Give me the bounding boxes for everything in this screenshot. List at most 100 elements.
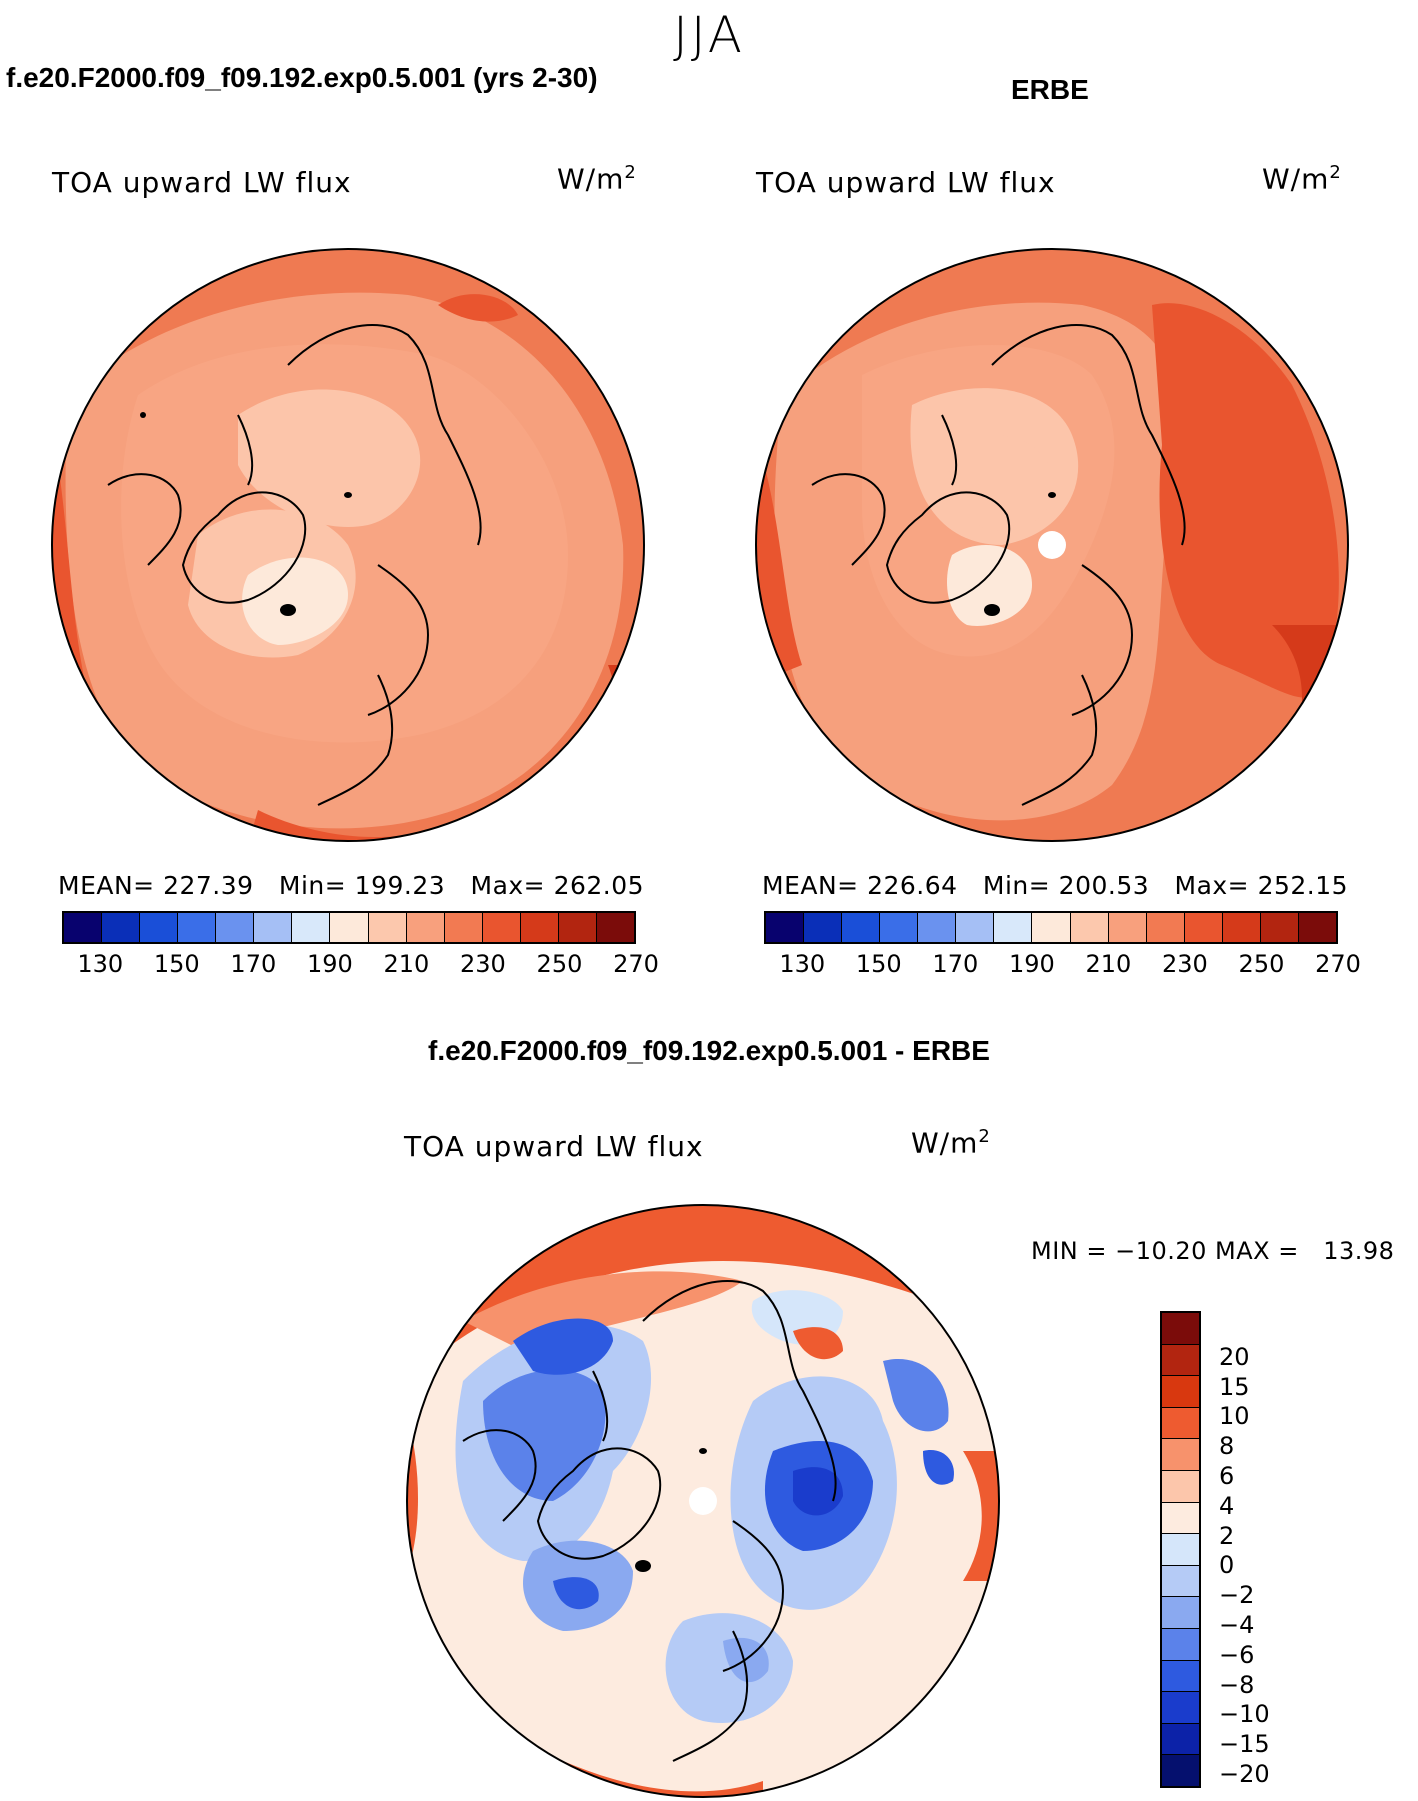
obs-colorbar-swatch	[918, 913, 957, 942]
diff-colorbar-tick-label: 20	[1219, 1342, 1250, 1371]
model-colorbar-tick-label: 150	[153, 950, 200, 978]
obs-units-label: W/m2	[1262, 162, 1342, 196]
obs-colorbar-swatch	[1222, 913, 1261, 942]
diff-colorbar-swatch	[1162, 1439, 1199, 1471]
obs-colorbar-tick-label: 150	[855, 950, 902, 978]
model-mean-value: 227.39	[163, 871, 254, 900]
model-panel-title: f.e20.F2000.f09_f09.192.exp0.5.001 (yrs …	[6, 62, 598, 93]
obs-colorbar-swatch	[766, 913, 805, 942]
diff-colorbar-tick-label: −20	[1219, 1760, 1270, 1789]
model-colorbar-tick-label: 170	[230, 950, 277, 978]
obs-colorbar-tick-label: 250	[1238, 950, 1285, 978]
diff-colorbar-swatch	[1162, 1723, 1199, 1756]
season-title: JJA	[673, 6, 745, 64]
diff-minmax-text: MIN = −10.20 MAX = 13.98	[1031, 1237, 1395, 1265]
obs-colorbar-swatch	[842, 913, 881, 942]
obs-colorbar	[764, 911, 1338, 944]
model-polar-map	[51, 248, 645, 842]
model-colorbar-swatch	[482, 913, 521, 942]
diff-colorbar-swatch	[1162, 1502, 1199, 1535]
diff-colorbar-swatch	[1162, 1534, 1199, 1566]
obs-colorbar-swatch	[1108, 913, 1147, 942]
diff-colorbar-tick-label: −2	[1219, 1581, 1255, 1610]
model-colorbar-ticks: 130 150 170 190 210 230 250 270	[62, 950, 659, 980]
obs-colorbar-swatch	[804, 913, 843, 942]
model-colorbar-swatch	[444, 913, 483, 942]
obs-variable-label: TOA upward LW flux	[756, 166, 1056, 199]
model-min-value: 199.23	[354, 871, 446, 900]
diff-colorbar-tick-label: 6	[1219, 1461, 1235, 1490]
model-colorbar-swatch	[406, 913, 445, 942]
model-colorbar-tick-label: 270	[613, 950, 659, 978]
model-colorbar-tick-label: 210	[383, 950, 430, 978]
obs-colorbar-swatch	[1260, 913, 1299, 942]
diff-colorbar-tick-label: 10	[1219, 1402, 1250, 1431]
obs-colorbar-tick-label: 210	[1085, 950, 1132, 978]
diff-colorbar-swatch	[1162, 1470, 1199, 1503]
diff-colorbar-tick-label: −15	[1219, 1730, 1270, 1759]
model-max-value: 262.05	[553, 871, 645, 900]
obs-min-value: 200.53	[1058, 871, 1150, 900]
diff-colorbar-tick-label: 8	[1219, 1432, 1235, 1461]
model-colorbar	[62, 911, 636, 944]
model-colorbar-swatch	[216, 913, 255, 942]
model-colorbar-swatch	[368, 913, 407, 942]
diff-colorbar-swatch	[1162, 1376, 1199, 1408]
obs-panel-title: ERBE	[1011, 74, 1089, 105]
model-mean-label: MEAN=	[58, 871, 155, 900]
model-colorbar-swatch	[254, 913, 293, 942]
obs-colorbar-tick-label: 230	[1162, 950, 1208, 978]
obs-max-label: Max=	[1174, 871, 1250, 900]
obs-colorbar-swatch	[1032, 913, 1071, 942]
model-colorbar-swatch	[292, 913, 331, 942]
obs-colorbar-swatch	[880, 913, 919, 942]
model-colorbar-swatch	[102, 913, 141, 942]
diff-colorbar-tick-label: −6	[1219, 1640, 1255, 1669]
obs-mean-label: MEAN=	[762, 871, 859, 900]
obs-colorbar-tick-label: 190	[1008, 950, 1055, 978]
obs-colorbar-swatch	[994, 913, 1033, 942]
model-units-label: W/m2	[557, 162, 637, 196]
diff-polar-map	[406, 1204, 1000, 1798]
obs-polar-map	[755, 248, 1349, 842]
model-min-label: Min=	[278, 871, 347, 900]
obs-colorbar-swatch	[1298, 913, 1336, 942]
obs-colorbar-ticks: 130 150 170 190 210 230 250 270	[764, 950, 1361, 980]
obs-min-label: Min=	[982, 871, 1051, 900]
obs-colorbar-tick-label: 270	[1315, 950, 1361, 978]
diff-colorbar-swatch	[1162, 1692, 1199, 1724]
diff-colorbar-swatch	[1162, 1755, 1199, 1786]
diff-colorbar-swatch	[1162, 1313, 1199, 1345]
model-colorbar-swatch	[558, 913, 597, 942]
model-stats: MEAN= 227.39 Min= 199.23 Max= 262.05	[58, 871, 644, 900]
obs-colorbar-swatch	[1070, 913, 1109, 942]
diff-colorbar	[1160, 1311, 1201, 1788]
diff-colorbar-tick-label: −10	[1219, 1700, 1270, 1729]
model-max-label: Max=	[470, 871, 546, 900]
obs-colorbar-tick-label: 130	[779, 950, 826, 978]
model-colorbar-tick-label: 250	[536, 950, 583, 978]
diff-units-label: W/m2	[911, 1126, 991, 1160]
obs-max-value: 252.15	[1257, 871, 1349, 900]
diff-colorbar-swatch	[1162, 1407, 1199, 1440]
diff-colorbar-tick-label: 2	[1219, 1521, 1235, 1550]
model-colorbar-tick-label: 130	[77, 950, 124, 978]
diff-colorbar-tick-label: 15	[1219, 1372, 1250, 1401]
model-colorbar-swatch	[330, 913, 369, 942]
model-colorbar-tick-label: 230	[460, 950, 506, 978]
model-colorbar-swatch	[596, 913, 634, 942]
obs-colorbar-tick-label: 170	[932, 950, 979, 978]
obs-colorbar-swatch	[1184, 913, 1223, 942]
obs-mean-value: 226.64	[867, 871, 958, 900]
obs-colorbar-swatch	[1146, 913, 1185, 942]
diff-colorbar-swatch	[1162, 1597, 1199, 1629]
model-colorbar-swatch	[178, 913, 217, 942]
diff-colorbar-swatch	[1162, 1660, 1199, 1693]
diff-colorbar-swatch	[1162, 1344, 1199, 1377]
diff-panel-title: f.e20.F2000.f09_f09.192.exp0.5.001 - ERB…	[428, 1035, 990, 1066]
model-colorbar-swatch	[64, 913, 103, 942]
diff-colorbar-tick-label: 4	[1219, 1491, 1235, 1520]
obs-colorbar-swatch	[956, 913, 995, 942]
model-variable-label: TOA upward LW flux	[52, 166, 352, 199]
diff-colorbar-tick-label: −4	[1219, 1611, 1255, 1640]
